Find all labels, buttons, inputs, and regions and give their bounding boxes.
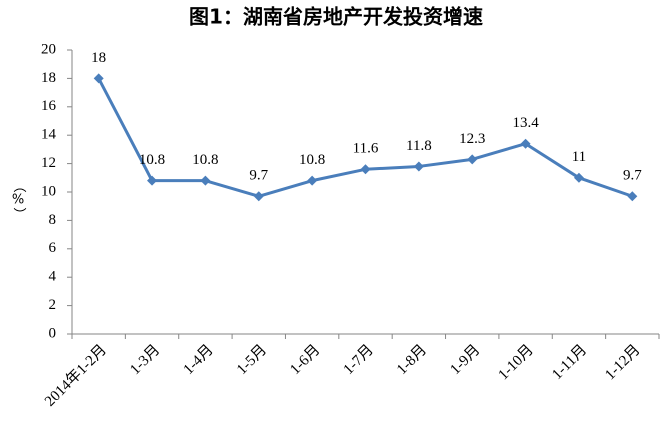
x-tick-label: 1-7月 (341, 342, 377, 378)
data-label: 9.7 (623, 168, 642, 184)
point-marker (467, 154, 478, 165)
y-tick-label: 8 (49, 212, 57, 228)
x-tick-label: 1-6月 (287, 342, 323, 378)
x-tick-label: 1-3月 (127, 342, 163, 378)
point-marker (360, 164, 371, 175)
data-label: 12.3 (459, 131, 485, 147)
y-tick-label: 0 (49, 325, 57, 341)
x-tick-label: 1-4月 (181, 342, 217, 378)
data-label: 11.6 (353, 141, 379, 157)
data-label: 11.8 (406, 138, 432, 154)
x-tick-label: 1-5月 (234, 342, 270, 378)
y-tick-label: 10 (41, 183, 56, 199)
point-marker (253, 191, 264, 202)
point-marker (93, 73, 104, 84)
point-marker (520, 138, 531, 149)
x-tick-label: 1-12月 (602, 342, 643, 383)
point-marker (627, 191, 638, 202)
y-tick-label: 12 (41, 155, 56, 171)
y-tick-label: 4 (49, 269, 57, 285)
data-label: 13.4 (512, 115, 539, 131)
x-tick-label: 2014年1-2月 (41, 341, 110, 410)
y-tick-label: 20 (41, 41, 56, 57)
x-tick-label: 1-11月 (549, 342, 590, 383)
point-marker (413, 161, 424, 172)
data-label: 18 (91, 50, 106, 66)
point-marker (200, 175, 211, 186)
point-marker (307, 175, 318, 186)
y-tick-label: 2 (49, 297, 57, 313)
x-tick-label: 1-8月 (394, 342, 430, 378)
y-axis-label: （%） (11, 180, 27, 221)
data-label: 10.8 (139, 152, 165, 168)
data-label: 10.8 (299, 152, 325, 168)
x-tick-label: 1-10月 (495, 342, 536, 383)
point-marker (573, 172, 584, 183)
y-tick-label: 14 (41, 127, 57, 143)
data-label: 11 (572, 149, 586, 165)
data-label: 10.8 (192, 152, 218, 168)
chart-title: 图1：湖南省房地产开发投资增速 (189, 5, 483, 29)
series-line (97, 77, 633, 198)
data-label: 9.7 (249, 168, 268, 184)
x-tick-label: 1-9月 (447, 342, 483, 378)
y-tick-label: 16 (41, 98, 57, 114)
y-tick-label: 18 (41, 70, 56, 86)
y-tick-label: 6 (49, 240, 57, 256)
point-marker (147, 175, 158, 186)
